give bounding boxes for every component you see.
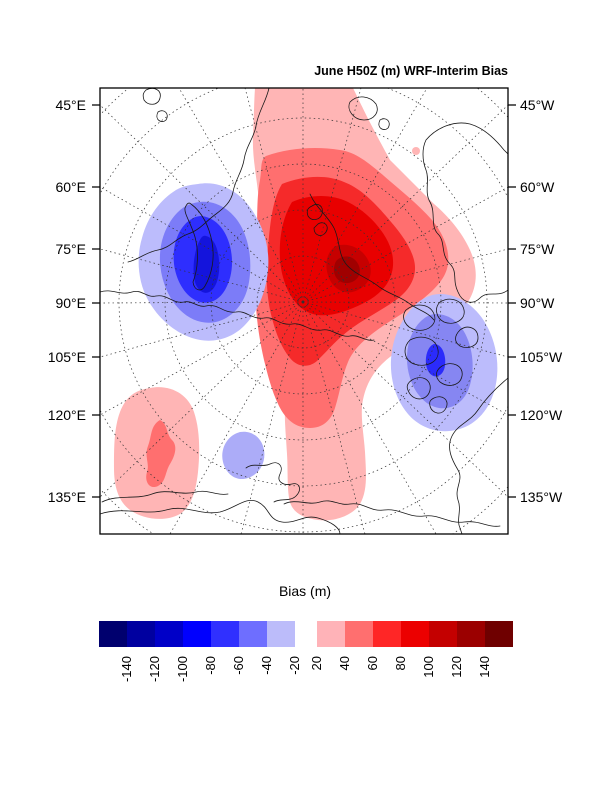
positive-bias-contours bbox=[114, 88, 476, 521]
axis-label-60w: 60°W bbox=[520, 179, 555, 195]
axis-label-45e: 45°E bbox=[55, 97, 86, 113]
coast-severnaya-zemlya bbox=[306, 204, 328, 236]
axis-label-120e: 120°E bbox=[47, 407, 86, 423]
colorbar-cell bbox=[485, 621, 513, 647]
coast-lowerleft bbox=[101, 490, 229, 503]
contour-pos-20-spot bbox=[412, 147, 420, 155]
contour-pos-120 bbox=[333, 256, 360, 284]
colorbar-tick-label: 120 bbox=[449, 656, 464, 678]
axis-label-90w: 90°W bbox=[520, 295, 555, 311]
colorbar-cell bbox=[183, 621, 211, 647]
colorbar-positive bbox=[317, 621, 513, 647]
map-frame bbox=[99, 87, 509, 535]
colorbar-cell bbox=[211, 621, 239, 647]
coast-canada-hudson bbox=[449, 377, 508, 534]
axis-ticks bbox=[92, 104, 516, 498]
colorbar-cell bbox=[429, 621, 457, 647]
colorbar-tick-label: 80 bbox=[393, 656, 408, 671]
colorbar-tick-label: -20 bbox=[287, 656, 302, 675]
colorbar-tick-label: 100 bbox=[421, 656, 436, 678]
coast-taymyr bbox=[309, 193, 435, 321]
colorbar-cell bbox=[317, 621, 345, 647]
colorbar-cell bbox=[401, 621, 429, 647]
contour-pos-40-southwest bbox=[146, 420, 176, 488]
colorbar-negative bbox=[99, 621, 295, 647]
colorbar-cell bbox=[99, 621, 127, 647]
graticule bbox=[100, 88, 508, 534]
colorbar-title: Bias (m) bbox=[278, 583, 332, 599]
negative-bias-contours bbox=[138, 183, 498, 480]
coast-islands-topleft bbox=[142, 88, 168, 122]
figure-title: June H50Z (m) WRF-Interim Bias bbox=[314, 64, 508, 78]
colorbar-tick-label: -40 bbox=[259, 656, 274, 675]
coast-siberia bbox=[100, 290, 375, 341]
colorbar-tick-label: -60 bbox=[231, 656, 246, 675]
coast-bering-1 bbox=[100, 500, 341, 534]
contour-neg-20-south bbox=[222, 431, 265, 480]
coast-novaya-zemlya bbox=[184, 202, 214, 291]
colorbar-tick-label: 140 bbox=[477, 656, 492, 678]
axis-label-90e: 90°E bbox=[55, 295, 86, 311]
colorbar-tick-label: 60 bbox=[365, 656, 380, 671]
colorbar-tick-label: -100 bbox=[175, 656, 190, 683]
axis-label-120w: 120°W bbox=[520, 407, 563, 423]
colorbar-tick-label: -140 bbox=[119, 656, 134, 683]
colorbar-cell bbox=[267, 621, 295, 647]
axis-label-135w: 135°W bbox=[520, 489, 563, 505]
colorbar-tick-label: 20 bbox=[309, 656, 324, 671]
axis-label-45w: 45°W bbox=[520, 97, 555, 113]
colorbar-cell bbox=[373, 621, 401, 647]
coast-svalbard bbox=[348, 96, 390, 130]
colorbar-cell bbox=[127, 621, 155, 647]
axis-label-105w: 105°W bbox=[520, 349, 563, 365]
colorbar-cell bbox=[345, 621, 373, 647]
contour-map-plot bbox=[92, 87, 516, 535]
axis-label-135e: 135°E bbox=[47, 489, 86, 505]
coast-scandinavia bbox=[127, 88, 270, 263]
colorbar-tick-label: -80 bbox=[203, 656, 218, 675]
colorbar-cell bbox=[155, 621, 183, 647]
axis-label-75e: 75°E bbox=[55, 241, 86, 257]
axis-label-60e: 60°E bbox=[55, 179, 86, 195]
coastlines bbox=[100, 88, 508, 534]
coast-midbottom-peninsula bbox=[245, 462, 300, 503]
coast-arctic-archipelago bbox=[403, 298, 479, 414]
coast-bering-2 bbox=[283, 500, 501, 527]
colorbar-cell bbox=[457, 621, 485, 647]
axis-label-75w: 75°W bbox=[520, 241, 555, 257]
colorbar-tick-label: -120 bbox=[147, 656, 162, 683]
axis-label-105e: 105°E bbox=[47, 349, 86, 365]
colorbar-cell bbox=[239, 621, 267, 647]
coast-greenland bbox=[422, 122, 508, 303]
colorbar-tick-label: 40 bbox=[337, 656, 352, 671]
